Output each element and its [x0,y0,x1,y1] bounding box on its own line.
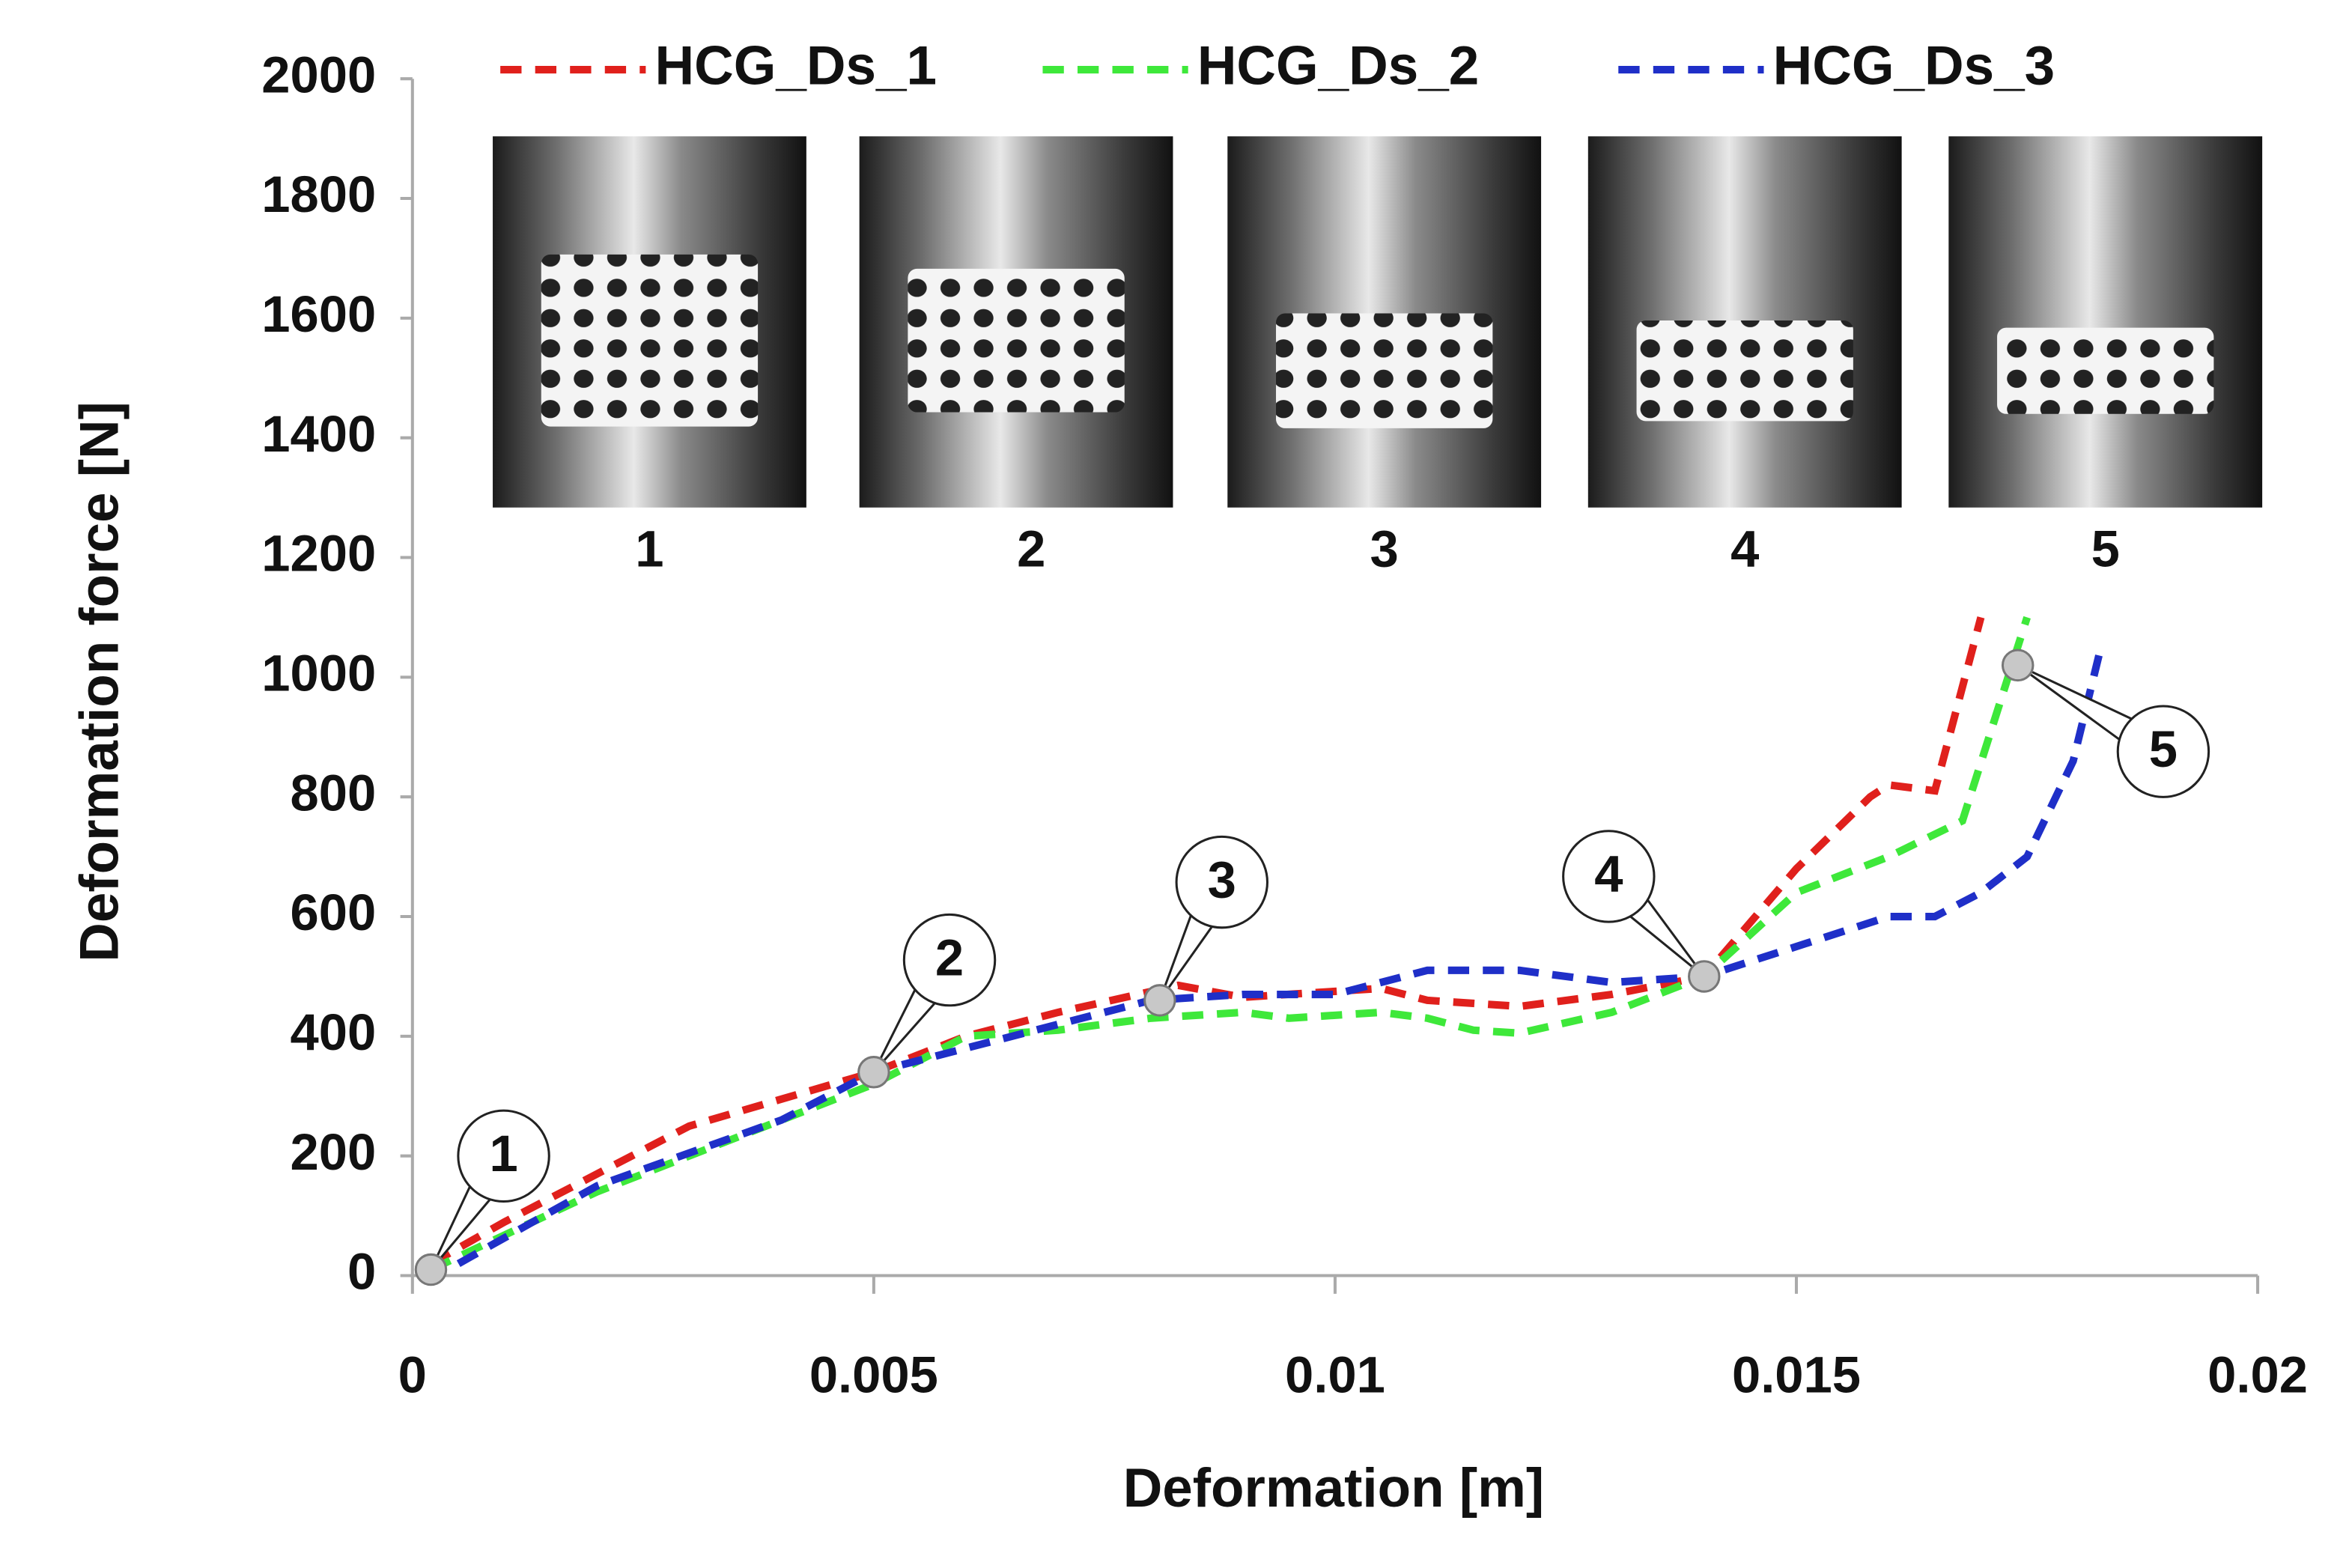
y-tick-label: 1400 [261,405,376,463]
legend-label: HCG_Ds_2 [1197,35,1479,96]
series-line [429,616,1985,1267]
series-line [429,616,2031,1274]
image-caption: 4 [1730,520,1759,578]
specimen [908,268,1125,413]
callout-bubble [457,1109,550,1203]
image-caption: 1 [635,520,663,578]
x-axis-label: Deformation [m] [1123,1458,1544,1519]
y-tick-label: 0 [347,1243,376,1301]
y-tick-label: 1800 [261,165,376,223]
specimen [1276,313,1493,428]
y-tick-label: 800 [291,764,377,821]
callout-label: 4 [1594,845,1623,903]
y-tick-label: 2000 [261,46,376,103]
y-tick-label: 1600 [261,285,376,343]
callout-bubble [902,913,997,1007]
y-tick-label: 600 [291,884,377,941]
legend-label: HCG_Ds_3 [1773,35,2055,96]
callout-label: 3 [1208,851,1236,908]
callout-label: 5 [2149,720,2178,778]
callout-pointer [2017,664,2134,741]
series-line [456,646,2105,1267]
specimen-photo [1948,136,2263,508]
x-tick-label: 0 [398,1346,427,1403]
y-tick-label: 200 [291,1123,377,1181]
y-tick-label: 1200 [261,525,376,583]
annotation-point [414,1253,448,1286]
legend-label: HCG_Ds_1 [655,35,937,96]
annotation-point [1688,960,1721,993]
image-caption: 5 [2091,520,2120,578]
callout-label: 2 [935,929,964,986]
specimen [541,254,759,427]
annotation-point [2001,648,2035,682]
callout-bubble [1562,830,1656,923]
callout-bubble [2116,705,2210,798]
x-tick-label: 0.015 [1732,1346,1861,1403]
image-caption: 2 [1017,520,1045,578]
x-tick-label: 0.02 [2207,1346,2308,1403]
specimen [1636,320,1853,422]
specimen [1997,327,2214,414]
x-tick-label: 0.005 [809,1346,938,1403]
annotation-point [857,1056,890,1089]
callout-label: 1 [489,1125,517,1182]
callout-bubble [1175,835,1268,929]
annotation-point [1143,984,1176,1017]
x-tick-label: 0.01 [1285,1346,1385,1403]
y-axis-label: Deformation force [N] [69,401,130,962]
image-caption: 3 [1370,520,1399,578]
y-tick-label: 400 [291,1003,377,1061]
y-tick-label: 1000 [261,645,376,702]
